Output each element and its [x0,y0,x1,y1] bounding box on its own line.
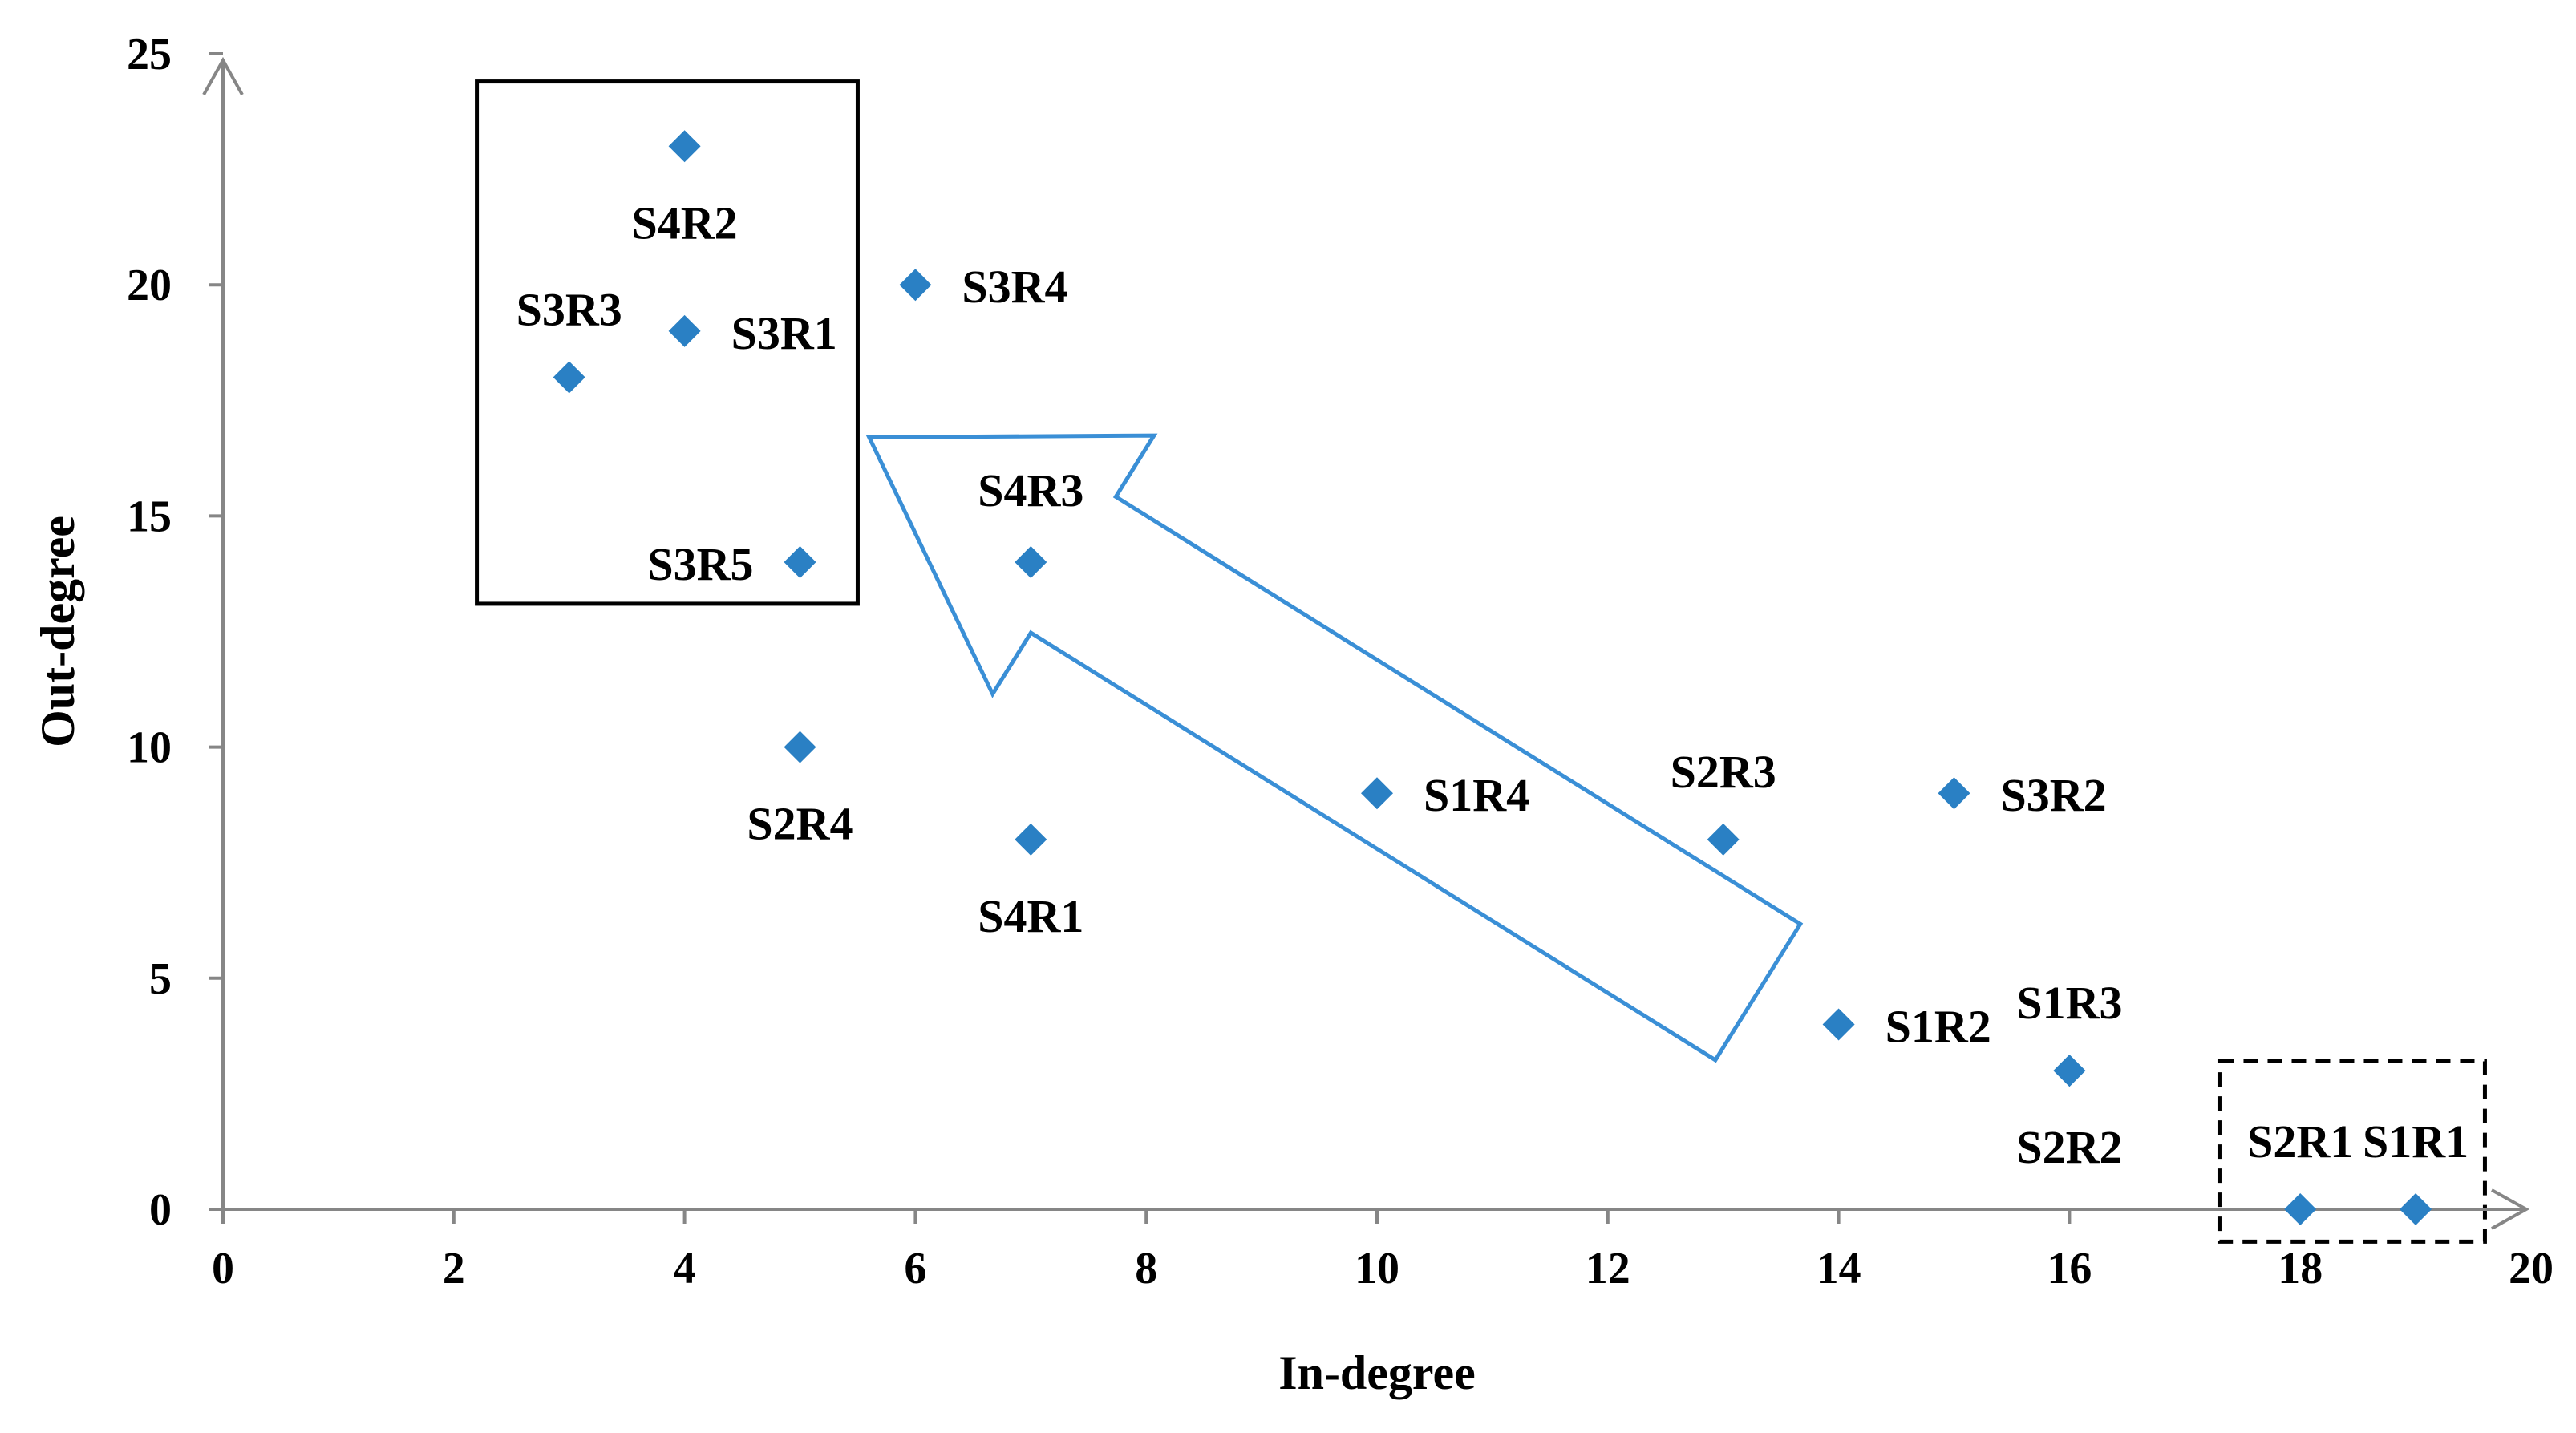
points-layer [553,130,2432,1225]
data-point-s2r3 [1707,823,1740,856]
point-label-s4r3: S4R3 [978,464,1083,516]
point-label-s2r1: S2R1 [2247,1115,2353,1168]
point-label-s3r1: S3R1 [731,307,837,359]
y-axis-title: Out-degree [31,516,84,747]
x-tick-label: 18 [2278,1244,2323,1293]
x-tick-label: 4 [674,1244,696,1293]
data-point-s2r2 [2053,1055,2086,1087]
point-label-s3r4: S3R4 [962,261,1067,313]
x-tick-label: 6 [904,1244,926,1293]
x-axis-title: In-degree [1278,1346,1476,1399]
data-point-s4r1 [1015,823,1047,856]
dashed-highlight-box [2217,1059,2487,1244]
data-point-s3r4 [899,269,932,302]
data-point-s3r1 [668,314,701,347]
data-point-s2r1 [2284,1193,2317,1225]
data-point-s4r2 [668,130,701,163]
data-point-s1r4 [1361,777,1393,810]
point-label-s4r1: S4R1 [978,890,1083,942]
x-tick-label: 20 [2509,1244,2554,1293]
point-label-s3r2: S3R2 [2001,769,2107,821]
y-tick-label: 5 [149,954,172,1004]
data-point-s3r3 [553,361,585,394]
y-tick-label: 15 [127,492,172,541]
data-point-s3r2 [1938,777,1970,810]
data-point-s3r5 [784,546,816,579]
x-tick-label: 14 [1817,1244,1861,1293]
point-label-s1r4: S1R4 [1424,769,1529,821]
x-tick-label: 12 [1586,1244,1630,1293]
annotations-layer [475,79,2487,1244]
ticks-layer: 0 2 4 6 8 10 12 14 16 18 20 0 5 10 15 20 25 [127,30,2554,1293]
point-labels-layer: S4R2 S3R4 S3R1 S3R3 S3R5 S4R3 S2R4 S1R4 S3R2 S4R1… [516,196,2469,1173]
data-point-s2r4 [784,731,816,763]
x-tick-label: 0 [212,1244,234,1293]
point-label-s2r4: S2R4 [747,798,853,850]
x-tick-label: 8 [1135,1244,1157,1293]
point-label-s3r5: S3R5 [647,538,753,590]
data-point-s1r2 [1822,1008,1855,1041]
point-label-s1r1: S1R1 [2363,1115,2469,1168]
y-tick-label: 0 [149,1185,172,1235]
y-tick-label: 20 [127,261,172,310]
data-point-s1r1 [2400,1193,2432,1225]
point-label-s3r3: S3R3 [516,283,622,335]
point-label-s1r3: S1R3 [2016,977,2122,1029]
x-axis-arrowhead [2491,1188,2530,1230]
x-tick-label: 10 [1355,1244,1399,1293]
point-label-s1r2: S1R2 [1885,1000,1991,1052]
axes-layer [202,56,2530,1230]
x-tick-label: 2 [443,1244,465,1293]
trend-arrow [865,433,1804,1063]
point-label-s2r2: S2R2 [2016,1121,2122,1173]
x-tick-label: 16 [2047,1244,2092,1293]
y-tick-label: 25 [127,30,172,79]
point-label-s4r2: S4R2 [632,196,738,249]
solid-highlight-box [475,79,860,606]
data-point-s4r3 [1015,546,1047,579]
point-label-s2r3: S2R3 [1671,746,1776,798]
y-tick-label: 10 [127,723,172,773]
y-axis-arrowhead [202,56,244,95]
